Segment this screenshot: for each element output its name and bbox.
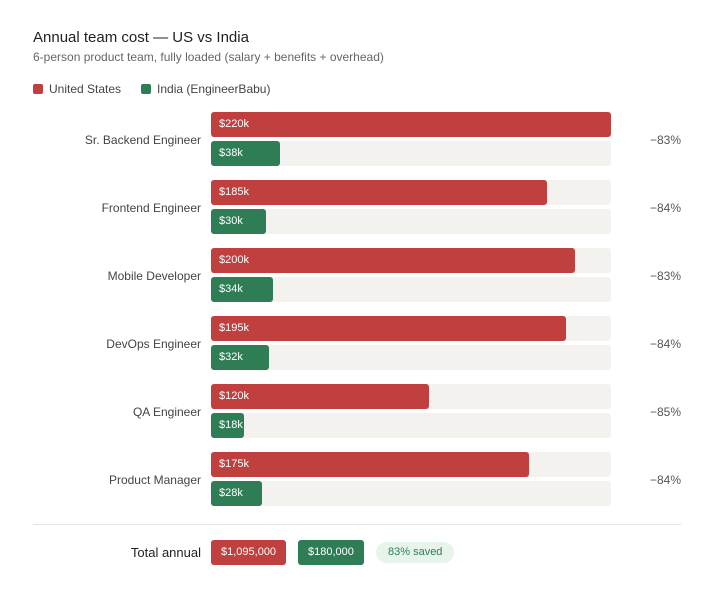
difference-label: −84% xyxy=(649,337,681,351)
bar-india: $34k xyxy=(211,277,273,302)
bar-track xyxy=(211,277,611,302)
bar-track xyxy=(211,481,611,506)
bar-value-label: $18k xyxy=(219,419,243,431)
bar-value-label: $200k xyxy=(219,254,249,266)
bar-value-label: $34k xyxy=(219,283,243,295)
difference-label: −84% xyxy=(649,473,681,487)
legend: United States India (EngineerBabu) xyxy=(33,82,270,96)
bar-track xyxy=(211,413,611,438)
category-label: Frontend Engineer xyxy=(101,201,201,215)
bar-us: $185k xyxy=(211,180,548,205)
difference-label: −83% xyxy=(649,269,681,283)
chart-subtitle: 6-person product team, fully loaded (sal… xyxy=(33,50,384,64)
bar-track xyxy=(211,345,611,370)
category-label: Mobile Developer xyxy=(107,269,201,283)
legend-swatch-us xyxy=(33,84,43,94)
difference-label: −85% xyxy=(649,405,681,419)
bar-value-label: $195k xyxy=(219,322,249,334)
bar-india: $32k xyxy=(211,345,270,370)
bar-value-label: $30k xyxy=(219,215,243,227)
saved-badge: 83% saved xyxy=(376,542,455,563)
bar-us: $195k xyxy=(211,316,566,341)
divider xyxy=(33,524,681,525)
legend-label-india: India (EngineerBabu) xyxy=(157,82,271,96)
chart-title: Annual team cost — US vs India xyxy=(33,29,249,46)
bar-us: $120k xyxy=(211,384,430,409)
bar-india: $30k xyxy=(211,209,266,234)
bar-us: $220k xyxy=(211,112,611,137)
legend-label-us: United States xyxy=(49,82,122,96)
total-us-pill: $1,095,000 xyxy=(211,540,287,565)
bar-us: $200k xyxy=(211,248,575,273)
total-india-pill: $180,000 xyxy=(298,540,364,565)
legend-item-india: India (EngineerBabu) xyxy=(141,82,270,96)
bar-value-label: $28k xyxy=(219,487,243,499)
bar-india: $28k xyxy=(211,481,262,506)
total-label: Total annual xyxy=(130,545,201,560)
difference-label: −83% xyxy=(649,133,681,147)
legend-swatch-india xyxy=(141,84,152,94)
bar-track xyxy=(211,209,611,234)
bar-value-label: $220k xyxy=(219,118,249,130)
bar-india: $38k xyxy=(211,141,281,166)
category-label: Product Manager xyxy=(108,473,201,487)
bar-value-label: $185k xyxy=(219,186,249,198)
bar-value-label: $38k xyxy=(219,147,243,159)
legend-item-us: United States xyxy=(33,82,121,96)
bar-value-label: $120k xyxy=(219,390,249,402)
bar-us: $175k xyxy=(211,452,530,477)
category-label: DevOps Engineer xyxy=(106,337,201,351)
difference-label: −84% xyxy=(649,201,681,215)
category-label: Sr. Backend Engineer xyxy=(84,133,201,147)
category-label: QA Engineer xyxy=(132,405,201,419)
bar-india: $18k xyxy=(211,413,244,438)
bar-value-label: $32k xyxy=(219,351,243,363)
bar-value-label: $175k xyxy=(219,458,249,470)
